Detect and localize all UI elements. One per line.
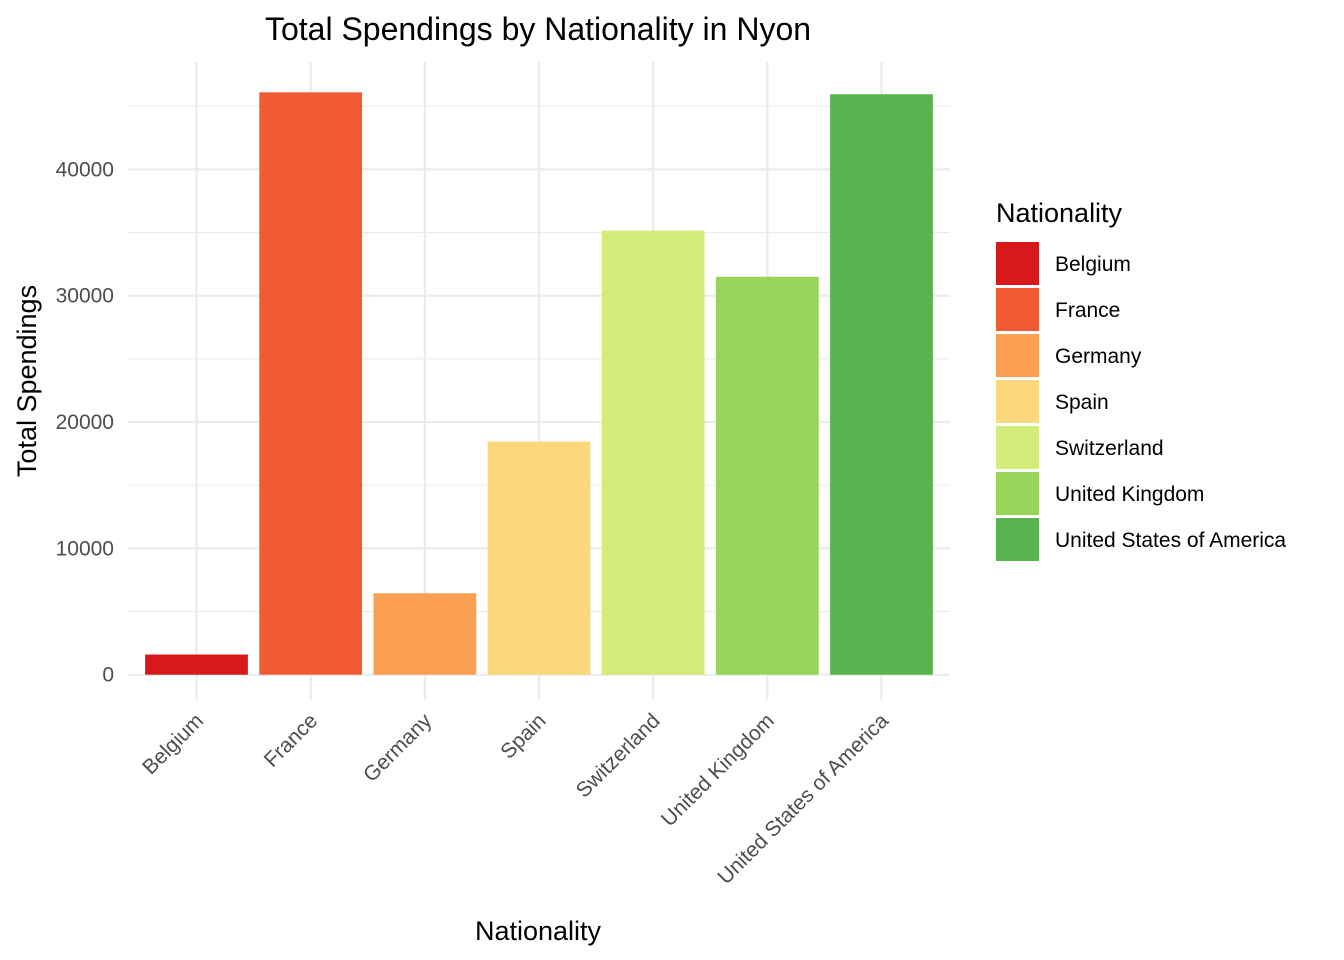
x-tick-label: Spain bbox=[496, 709, 550, 763]
bar-united-states-of-america bbox=[830, 94, 933, 675]
bar-united-kingdom bbox=[715, 276, 819, 675]
y-tick-label: 10000 bbox=[56, 537, 114, 560]
legend-swatch bbox=[996, 242, 1039, 285]
x-axis-ticks: Belgium France Germany Spain SwitzerlandUnit… bbox=[138, 709, 893, 889]
legend-label: Switzerland bbox=[1055, 437, 1164, 460]
legend-label: United States of America bbox=[1055, 529, 1286, 552]
legend-swatch bbox=[996, 518, 1039, 561]
legend-swatch bbox=[996, 334, 1039, 377]
bar-belgium bbox=[145, 654, 248, 675]
bar-germany bbox=[373, 593, 477, 675]
legend-swatch bbox=[996, 472, 1039, 515]
legend: Nationality Belgium France Germany Spain Swi… bbox=[996, 198, 1286, 561]
legend-label: United Kingdom bbox=[1055, 483, 1204, 506]
bar-switzerland bbox=[601, 230, 705, 675]
y-axis-title: Total Spendings bbox=[12, 285, 42, 477]
bar-france bbox=[259, 92, 363, 675]
legend-label: Spain bbox=[1055, 391, 1109, 414]
legend-swatch bbox=[996, 288, 1039, 331]
y-tick-label: 20000 bbox=[56, 411, 114, 434]
x-tick-label: France bbox=[260, 709, 322, 771]
x-tick-label: Switzerland bbox=[572, 709, 665, 802]
legend-label: Germany bbox=[1055, 345, 1142, 368]
x-tick-label: Germany bbox=[359, 709, 437, 787]
legend-items: Belgium France Germany Spain Switzerland Unit… bbox=[996, 242, 1286, 561]
legend-label: France bbox=[1055, 299, 1120, 322]
y-tick-label: 40000 bbox=[56, 158, 114, 181]
x-axis-title: Nationality bbox=[475, 916, 602, 946]
x-tick-label: Belgium bbox=[138, 709, 208, 779]
y-tick-label: 30000 bbox=[56, 285, 114, 308]
legend-label: Belgium bbox=[1055, 253, 1131, 276]
legend-title: Nationality bbox=[996, 198, 1123, 228]
bars bbox=[145, 92, 933, 675]
y-tick-label: 0 bbox=[102, 664, 114, 687]
y-axis-ticks: 0 10000 20000 30000 40000 bbox=[56, 158, 114, 686]
chart-title: Total Spendings by Nationality in Nyon bbox=[265, 11, 811, 47]
x-tick-label: United Kingdom bbox=[657, 709, 779, 831]
bar-spain bbox=[487, 441, 591, 675]
legend-swatch bbox=[996, 380, 1039, 423]
legend-swatch bbox=[996, 426, 1039, 469]
